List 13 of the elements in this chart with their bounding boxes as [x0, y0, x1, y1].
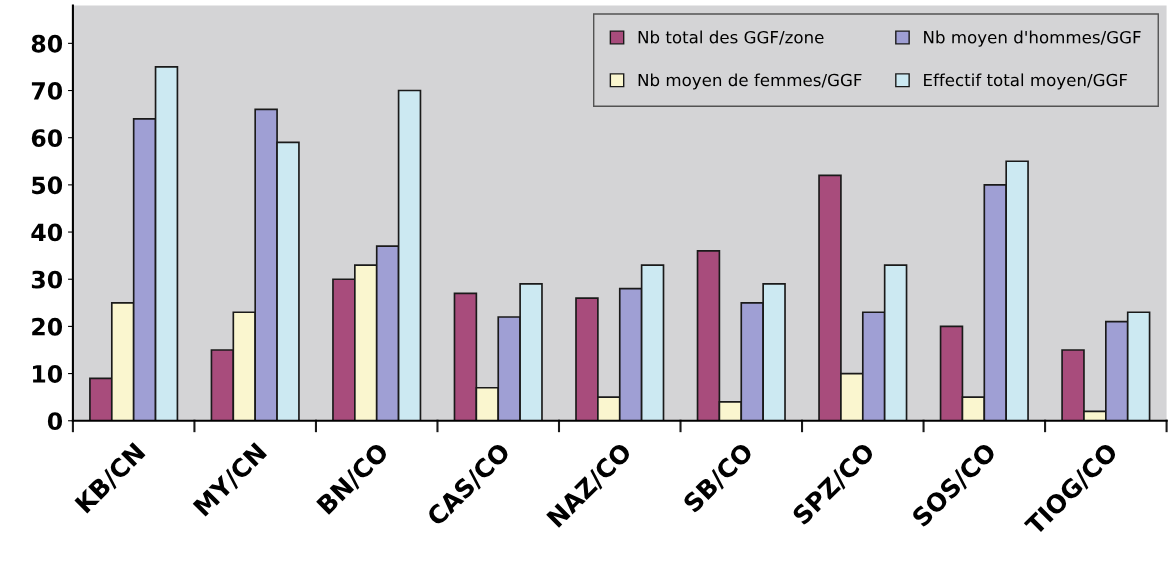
y-tick-label: 60 [31, 129, 63, 148]
y-tick-label: 0 [47, 412, 63, 431]
legend-label: Nb moyen de femmes/GGF [638, 73, 862, 90]
y-tick-label: 80 [31, 34, 63, 53]
legend-label: Nb moyen d'hommes/GGF [924, 30, 1141, 47]
y-tick-label: 70 [31, 81, 63, 100]
legend-label: Nb total des GGF/zone [638, 30, 824, 45]
y-tick-label: 20 [32, 317, 63, 336]
y-tick-label: 30 [31, 270, 63, 289]
legend-label: Effectif total moyen/GGF [924, 73, 1128, 90]
y-tick-label: 10 [33, 365, 63, 383]
y-tick-label: 50 [32, 176, 63, 195]
y-tick-label: 40 [31, 223, 63, 242]
